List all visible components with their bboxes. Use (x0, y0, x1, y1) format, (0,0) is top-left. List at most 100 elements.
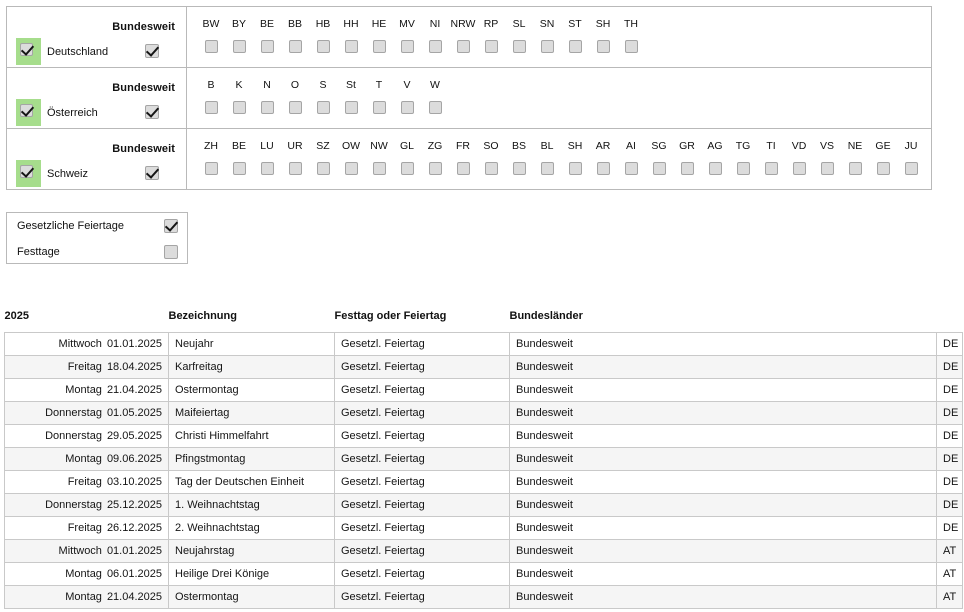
region-checkbox[interactable] (372, 162, 386, 176)
region-checkbox[interactable] (344, 162, 358, 176)
region-checkbox-wrap[interactable] (281, 38, 309, 56)
region-checkbox-wrap[interactable] (225, 160, 253, 178)
region-checkbox[interactable] (260, 40, 274, 54)
region-checkbox[interactable] (456, 40, 470, 54)
region-checkbox[interactable] (540, 162, 554, 176)
region-checkbox[interactable] (456, 162, 470, 176)
region-cell[interactable]: B (197, 78, 225, 117)
region-cell[interactable]: HE (365, 17, 393, 56)
region-cell[interactable]: LU (253, 139, 281, 178)
region-checkbox-wrap[interactable] (225, 38, 253, 56)
region-checkbox[interactable] (624, 40, 638, 54)
region-checkbox[interactable] (680, 162, 694, 176)
region-checkbox-wrap[interactable] (253, 160, 281, 178)
region-checkbox[interactable] (372, 40, 386, 54)
region-checkbox[interactable] (428, 162, 442, 176)
region-checkbox-wrap[interactable] (309, 38, 337, 56)
region-cell[interactable]: TH (617, 17, 645, 56)
region-checkbox[interactable] (848, 162, 862, 176)
region-checkbox[interactable] (904, 162, 918, 176)
region-checkbox-wrap[interactable] (813, 160, 841, 178)
region-cell[interactable]: SN (533, 17, 561, 56)
region-checkbox-wrap[interactable] (309, 99, 337, 117)
country-toggle[interactable]: Deutschland (16, 38, 108, 65)
region-checkbox-wrap[interactable] (337, 160, 365, 178)
region-checkbox-wrap[interactable] (477, 160, 505, 178)
region-checkbox[interactable] (736, 162, 750, 176)
region-cell[interactable]: K (225, 78, 253, 117)
region-cell[interactable]: SH (561, 139, 589, 178)
region-checkbox-wrap[interactable] (421, 160, 449, 178)
region-cell[interactable]: S (309, 78, 337, 117)
region-checkbox[interactable] (596, 162, 610, 176)
nationwide-checkbox-wrap[interactable] (145, 103, 159, 121)
region-checkbox-wrap[interactable] (897, 160, 925, 178)
region-checkbox[interactable] (512, 162, 526, 176)
region-checkbox-wrap[interactable] (253, 38, 281, 56)
region-checkbox-wrap[interactable] (197, 160, 225, 178)
region-checkbox[interactable] (288, 101, 302, 115)
region-checkbox[interactable] (400, 101, 414, 115)
nationwide-checkbox-wrap[interactable] (145, 164, 159, 182)
region-cell[interactable]: W (421, 78, 449, 117)
region-cell[interactable]: ZG (421, 139, 449, 178)
region-checkbox[interactable] (316, 162, 330, 176)
nationwide-checkbox-wrap[interactable] (145, 42, 159, 60)
region-checkbox[interactable] (568, 162, 582, 176)
region-checkbox-wrap[interactable] (589, 160, 617, 178)
region-cell[interactable]: BS (505, 139, 533, 178)
region-checkbox-wrap[interactable] (197, 99, 225, 117)
region-checkbox-wrap[interactable] (337, 38, 365, 56)
table-row[interactable]: Montag 06.01.2025 Heilige Drei Könige Geset… (4, 562, 963, 586)
region-cell[interactable]: BW (197, 17, 225, 56)
region-checkbox[interactable] (400, 162, 414, 176)
region-checkbox[interactable] (344, 101, 358, 115)
region-checkbox-wrap[interactable] (393, 160, 421, 178)
region-cell[interactable]: TI (757, 139, 785, 178)
region-checkbox[interactable] (624, 162, 638, 176)
region-checkbox-wrap[interactable] (309, 160, 337, 178)
region-cell[interactable]: RP (477, 17, 505, 56)
country-toggle[interactable]: Schweiz (16, 160, 88, 187)
region-checkbox-wrap[interactable] (561, 38, 589, 56)
table-row[interactable]: Donnerstag 29.05.2025 Christi Himmelfahrt G… (4, 424, 963, 448)
region-cell[interactable]: SG (645, 139, 673, 178)
region-checkbox[interactable] (232, 101, 246, 115)
table-row[interactable]: Donnerstag 25.12.2025 1. Weihnachtstag Gese… (4, 493, 963, 517)
table-row[interactable]: Mittwoch 01.01.2025 Neujahr Gesetzl. Feiert… (4, 332, 963, 356)
region-checkbox-wrap[interactable] (393, 99, 421, 117)
region-checkbox[interactable] (512, 40, 526, 54)
region-cell[interactable]: ZH (197, 139, 225, 178)
region-cell[interactable]: BY (225, 17, 253, 56)
region-cell[interactable]: AI (617, 139, 645, 178)
region-checkbox[interactable] (400, 40, 414, 54)
region-cell[interactable]: T (365, 78, 393, 117)
region-checkbox-wrap[interactable] (673, 160, 701, 178)
region-cell[interactable]: SZ (309, 139, 337, 178)
table-row[interactable]: Montag 09.06.2025 Pfingstmontag Gesetzl. Fe… (4, 447, 963, 471)
region-checkbox-wrap[interactable] (393, 38, 421, 56)
region-checkbox[interactable] (568, 40, 582, 54)
region-cell[interactable]: UR (281, 139, 309, 178)
region-checkbox-wrap[interactable] (841, 160, 869, 178)
table-row[interactable]: Freitag 18.04.2025 Karfreitag Gesetzl. Feie… (4, 355, 963, 379)
region-cell[interactable]: NE (841, 139, 869, 178)
region-cell[interactable]: SL (505, 17, 533, 56)
region-cell[interactable]: BL (533, 139, 561, 178)
region-checkbox[interactable] (820, 162, 834, 176)
region-checkbox-wrap[interactable] (253, 99, 281, 117)
region-checkbox[interactable] (288, 40, 302, 54)
region-checkbox-wrap[interactable] (701, 160, 729, 178)
region-checkbox[interactable] (344, 40, 358, 54)
region-checkbox-wrap[interactable] (281, 160, 309, 178)
country-checkbox[interactable] (20, 104, 33, 117)
region-cell[interactable]: GE (869, 139, 897, 178)
region-cell[interactable]: N (253, 78, 281, 117)
region-cell[interactable]: GR (673, 139, 701, 178)
region-cell[interactable]: V (393, 78, 421, 117)
region-checkbox-wrap[interactable] (421, 38, 449, 56)
region-checkbox[interactable] (428, 101, 442, 115)
region-checkbox[interactable] (540, 40, 554, 54)
region-checkbox-wrap[interactable] (729, 160, 757, 178)
region-checkbox[interactable] (652, 162, 666, 176)
